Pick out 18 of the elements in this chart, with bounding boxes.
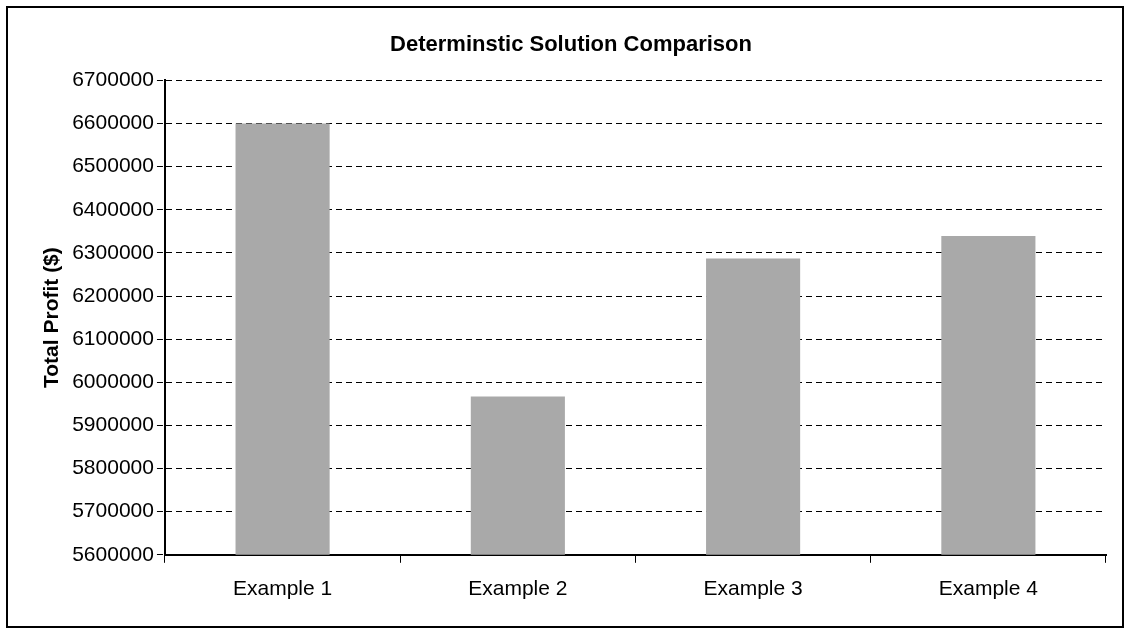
x-tick-label: Example 1 (232, 576, 333, 600)
x-tick-label: Example 4 (938, 576, 1039, 600)
y-tick-label: 6100000 (72, 325, 154, 349)
y-tick-label: 6000000 (72, 369, 154, 393)
y-tick-label: 6500000 (72, 153, 154, 177)
y-tick-label: 5600000 (72, 541, 154, 565)
y-tick-label: 5700000 (72, 498, 154, 522)
x-tick-label: Example 3 (703, 576, 803, 600)
y-tick-label: 6300000 (72, 239, 154, 263)
chart-title: Determinstic Solution Comparison (390, 31, 752, 57)
x-tick-label: Example 2 (468, 576, 568, 600)
y-tick-label: 5800000 (72, 455, 154, 479)
y-tick-label: 5900000 (72, 412, 154, 436)
y-tick-label: 6400000 (72, 196, 154, 220)
y-tick-label: 6600000 (72, 110, 154, 134)
y-axis-title: Total Profit ($) (39, 247, 63, 388)
y-tick-label: 6700000 (72, 67, 154, 91)
y-tick-label: 6200000 (72, 282, 154, 306)
